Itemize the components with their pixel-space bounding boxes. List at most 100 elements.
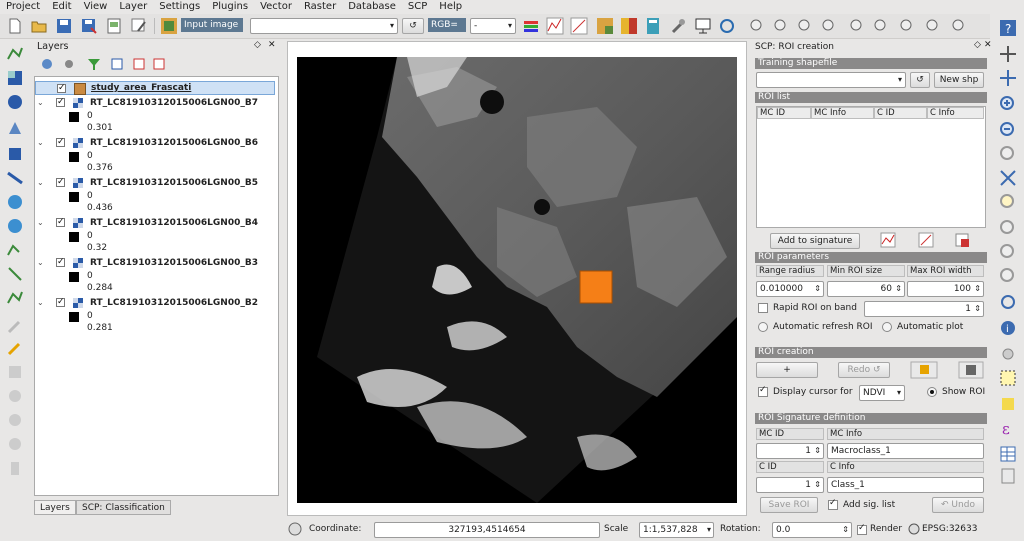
delete-selected-icon[interactable]	[5, 458, 25, 478]
remove-layer-icon[interactable]	[152, 57, 166, 71]
layer-visibility-checkbox[interactable]	[56, 96, 65, 108]
rgb-select[interactable]: - ▾	[470, 18, 516, 34]
add-wfs-layer-icon[interactable]	[5, 240, 25, 260]
zoom-to-layer-icon[interactable]	[998, 218, 1018, 238]
collapse-arrow-icon[interactable]: ⌄	[37, 178, 44, 187]
refresh-input-button[interactable]: ↺	[402, 18, 424, 34]
menu-view[interactable]: View	[83, 1, 108, 12]
crs-label[interactable]: EPSG:32633	[922, 524, 978, 534]
menu-scp[interactable]: SCP	[407, 1, 428, 12]
layer-visibility-checkbox[interactable]	[56, 256, 65, 268]
layer-visibility-checkbox[interactable]	[57, 82, 66, 94]
undo-button[interactable]: ↶ Undo	[932, 497, 984, 513]
field-calculator-icon[interactable]	[998, 466, 1018, 486]
zoom-out-icon[interactable]	[998, 120, 1018, 140]
new-shp-button[interactable]: New shp	[934, 72, 984, 88]
float-panel-icon[interactable]: ◇	[254, 40, 261, 50]
col-c-info[interactable]: C Info	[927, 107, 984, 119]
annotation-icon[interactable]	[924, 17, 942, 35]
zoom-full-extent-icon[interactable]	[998, 168, 1018, 188]
max-roi-width-spinbox[interactable]: 100 ⇕	[907, 281, 984, 297]
render-checkbox[interactable]	[857, 523, 867, 535]
add-wms-layer-icon[interactable]	[5, 192, 25, 212]
save-as-icon[interactable]	[80, 17, 98, 35]
scp-refresh-icon[interactable]	[718, 17, 736, 35]
menu-project[interactable]: Project	[6, 1, 41, 12]
band-set-icon[interactable]	[522, 17, 540, 35]
messages-icon[interactable]	[288, 522, 302, 536]
calculator-icon[interactable]	[644, 17, 662, 35]
menu-help[interactable]: Help	[439, 1, 463, 12]
add-oracle-layer-icon[interactable]	[5, 168, 25, 188]
menu-raster[interactable]: Raster	[303, 1, 337, 12]
add-raster-layer-icon[interactable]	[5, 68, 25, 88]
auto-plot-radio[interactable]	[882, 322, 892, 332]
display-icon[interactable]	[694, 17, 712, 35]
tab-layers[interactable]: Layers	[34, 500, 76, 515]
attribute-table-icon[interactable]	[998, 444, 1018, 464]
action-tool-icon[interactable]	[998, 344, 1018, 364]
col-mc-info[interactable]: MC Info	[811, 107, 874, 119]
c-info-input[interactable]: Class_1	[827, 477, 984, 493]
band-combination-icon[interactable]	[620, 17, 638, 35]
scale-select[interactable]: 1:1,537,828 ▾	[639, 522, 714, 538]
mc-id-spinbox[interactable]: 1 ⇕	[756, 443, 824, 459]
node-tool-icon[interactable]	[5, 434, 25, 454]
coordinate-field[interactable]: 327193,4514654	[374, 522, 600, 538]
style-manager-icon[interactable]	[130, 17, 148, 35]
collapse-arrow-icon[interactable]: ⌄	[37, 258, 44, 267]
col-mc-id[interactable]: MC ID	[757, 107, 811, 119]
layer-visibility-checkbox[interactable]	[56, 216, 65, 228]
menu-settings[interactable]: Settings	[159, 1, 201, 12]
layer-visibility-checkbox[interactable]	[56, 136, 65, 148]
zoom-last-icon[interactable]	[998, 242, 1018, 262]
rapid-roi-checkbox[interactable]	[758, 303, 768, 313]
deselect-icon[interactable]	[998, 394, 1018, 414]
range-radius-spinbox[interactable]: 0.010000 ⇕	[756, 281, 824, 297]
help-icon[interactable]: ?	[998, 18, 1018, 38]
layer-visibility-checkbox[interactable]	[56, 176, 65, 188]
multiple-roi-icon[interactable]	[958, 361, 984, 379]
add-roi-button[interactable]: +	[756, 362, 818, 378]
roi-list-table[interactable]: MC ID MC Info C ID C Info	[756, 106, 986, 228]
display-cursor-checkbox[interactable]	[758, 385, 768, 397]
add-to-signature-button[interactable]: Add to signature	[770, 233, 860, 249]
mc-info-input[interactable]: Macroclass_1	[827, 443, 984, 459]
float-panel-icon[interactable]: ◇	[974, 40, 981, 50]
add-feature-icon[interactable]	[5, 386, 25, 406]
delete-roi-icon[interactable]	[954, 232, 970, 248]
c-id-spinbox[interactable]: 1 ⇕	[756, 477, 824, 493]
save-edits-icon[interactable]	[5, 362, 25, 382]
collapse-all-icon[interactable]	[132, 57, 146, 71]
layer-item-b6[interactable]: ⌄ RT_LC81910312015006LGN00_B6 0 0.376	[35, 136, 275, 177]
zoom-layer-icon[interactable]	[772, 17, 790, 35]
new-shapefile-icon[interactable]	[5, 288, 25, 308]
tab-scp-classification[interactable]: SCP: Classification	[76, 500, 171, 515]
menu-layer[interactable]: Layer	[119, 1, 148, 12]
scatter-plot-icon[interactable]	[570, 17, 588, 35]
move-feature-icon[interactable]	[5, 410, 25, 430]
add-spatialite-layer-icon[interactable]	[5, 118, 25, 138]
layer-item-b2[interactable]: ⌄ RT_LC81910312015006LGN00_B2 0 0.281	[35, 296, 275, 337]
layer-visibility-checkbox[interactable]	[56, 296, 65, 308]
spectral-plot-icon[interactable]	[546, 17, 564, 35]
add-vector-layer-icon[interactable]	[5, 44, 25, 64]
show-roi-radio[interactable]	[927, 387, 937, 397]
open-project-icon[interactable]	[30, 17, 48, 35]
identify-features-icon[interactable]: i	[998, 318, 1018, 338]
add-postgis-layer-icon[interactable]	[5, 92, 25, 112]
display-cursor-select[interactable]: NDVI ▾	[859, 385, 905, 401]
layer-item-b5[interactable]: ⌄ RT_LC81910312015006LGN00_B5 0 0.436	[35, 176, 275, 217]
filter-legend-icon[interactable]	[87, 57, 101, 71]
col-c-id[interactable]: C ID	[874, 107, 927, 119]
refresh-shapefile-button[interactable]: ↺	[910, 72, 930, 88]
zoom-to-selection-icon[interactable]	[998, 192, 1018, 212]
select-features-icon[interactable]	[998, 368, 1018, 388]
zoom-in-icon[interactable]	[998, 94, 1018, 114]
menu-database[interactable]: Database	[348, 1, 396, 12]
add-delimited-text-icon[interactable]	[5, 264, 25, 284]
menu-plugins[interactable]: Plugins	[212, 1, 249, 12]
zoom-selection-icon[interactable]	[796, 17, 814, 35]
new-project-icon[interactable]	[6, 17, 24, 35]
pan-map-icon[interactable]	[998, 44, 1018, 64]
